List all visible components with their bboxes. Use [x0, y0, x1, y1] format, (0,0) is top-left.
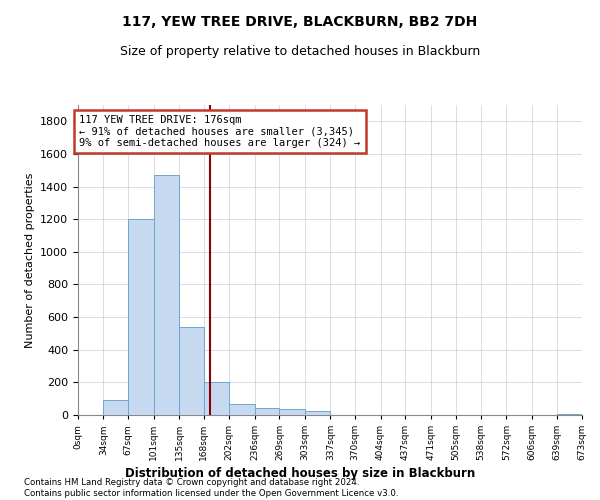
Bar	[128, 219, 154, 415]
Bar	[179, 327, 204, 415]
Bar	[204, 382, 229, 415]
Bar	[154, 175, 179, 415]
Text: Contains HM Land Registry data © Crown copyright and database right 2024.
Contai: Contains HM Land Registry data © Crown c…	[24, 478, 398, 498]
Y-axis label: Number of detached properties: Number of detached properties	[25, 172, 35, 348]
Bar	[557, 414, 582, 415]
Bar	[103, 400, 128, 415]
Text: Size of property relative to detached houses in Blackburn: Size of property relative to detached ho…	[120, 45, 480, 58]
Bar	[305, 411, 331, 415]
Text: 117, YEW TREE DRIVE, BLACKBURN, BB2 7DH: 117, YEW TREE DRIVE, BLACKBURN, BB2 7DH	[122, 15, 478, 29]
Bar	[280, 410, 305, 415]
Bar	[255, 408, 280, 415]
Bar	[229, 404, 255, 415]
Text: 117 YEW TREE DRIVE: 176sqm
← 91% of detached houses are smaller (3,345)
9% of se: 117 YEW TREE DRIVE: 176sqm ← 91% of deta…	[79, 115, 361, 148]
Text: Distribution of detached houses by size in Blackburn: Distribution of detached houses by size …	[125, 467, 475, 480]
